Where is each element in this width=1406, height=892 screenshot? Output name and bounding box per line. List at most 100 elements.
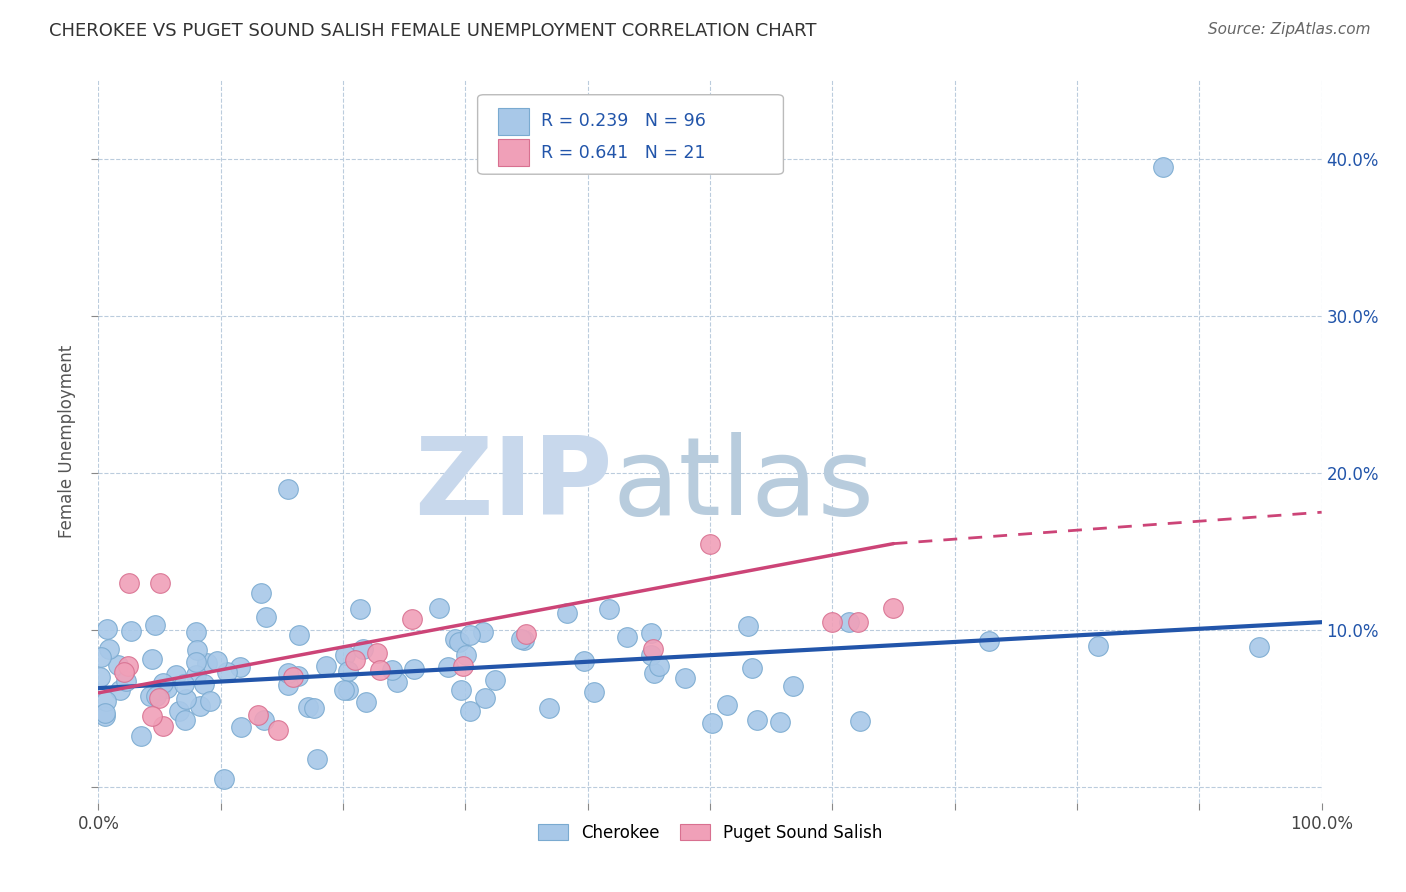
Point: [188, 698, 211, 713]
Point: [538, 701, 561, 715]
Text: CHEROKEE VS PUGET SOUND SALISH FEMALE UNEMPLOYMENT CORRELATION CHART: CHEROKEE VS PUGET SOUND SALISH FEMALE UN…: [49, 22, 817, 40]
Point: [716, 698, 738, 712]
Point: [572, 654, 595, 668]
Point: [583, 684, 606, 698]
Point: [747, 713, 769, 727]
Point: [186, 655, 208, 669]
Point: [427, 601, 450, 615]
Point: [643, 666, 665, 681]
Point: [97, 642, 120, 657]
Point: [1249, 640, 1271, 654]
Point: [454, 648, 477, 662]
Text: R = 0.641   N = 21: R = 0.641 N = 21: [541, 144, 706, 161]
Point: [336, 665, 359, 679]
Point: [307, 752, 329, 766]
Point: [184, 625, 207, 640]
Point: [598, 601, 620, 615]
Point: [173, 714, 195, 728]
Point: [167, 705, 190, 719]
Point: [138, 689, 160, 703]
Point: [381, 663, 404, 677]
Point: [229, 659, 252, 673]
Point: [404, 662, 426, 676]
Point: [288, 628, 311, 642]
Point: [700, 716, 723, 731]
Point: [977, 633, 1000, 648]
Point: [231, 720, 253, 734]
Point: [641, 641, 664, 656]
Point: [1152, 160, 1174, 174]
Point: [94, 706, 117, 721]
Point: [205, 654, 228, 668]
Text: Source: ZipAtlas.com: Source: ZipAtlas.com: [1208, 22, 1371, 37]
Point: [349, 602, 371, 616]
Point: [699, 536, 721, 550]
Point: [387, 674, 409, 689]
Point: [96, 694, 118, 708]
Point: [115, 674, 138, 689]
Point: [555, 606, 578, 620]
Point: [117, 659, 139, 673]
Point: [277, 678, 299, 692]
Point: [186, 643, 208, 657]
Point: [283, 670, 305, 684]
Point: [141, 652, 163, 666]
Point: [148, 690, 170, 705]
Point: [450, 682, 472, 697]
Text: atlas: atlas: [612, 432, 875, 538]
Point: [145, 690, 167, 704]
Point: [474, 691, 496, 706]
Point: [152, 719, 174, 733]
Point: [249, 585, 271, 599]
Point: [513, 633, 536, 648]
Point: [174, 692, 197, 706]
Point: [277, 665, 299, 680]
Point: [821, 615, 844, 630]
Point: [673, 671, 696, 685]
Legend: Cherokee, Puget Sound Salish: Cherokee, Puget Sound Salish: [531, 817, 889, 848]
Point: [90, 650, 112, 665]
Point: [266, 723, 288, 737]
Point: [458, 627, 481, 641]
Point: [336, 682, 359, 697]
Point: [848, 714, 870, 728]
Point: [173, 677, 195, 691]
Point: [89, 670, 111, 684]
Point: [451, 658, 474, 673]
Point: [149, 683, 172, 698]
Point: [449, 634, 471, 648]
Point: [354, 695, 377, 709]
FancyBboxPatch shape: [498, 139, 529, 166]
Point: [640, 648, 662, 662]
Point: [112, 665, 135, 679]
Point: [214, 772, 236, 787]
Point: [155, 681, 177, 695]
Point: [246, 707, 269, 722]
Point: [741, 661, 763, 675]
Point: [145, 618, 167, 632]
Point: [297, 699, 319, 714]
Point: [120, 624, 142, 638]
Point: [640, 626, 662, 640]
Point: [96, 622, 118, 636]
Point: [1087, 639, 1109, 653]
FancyBboxPatch shape: [478, 95, 783, 174]
Point: [401, 612, 423, 626]
Point: [141, 709, 163, 723]
Point: [769, 714, 792, 729]
Point: [198, 694, 221, 708]
Point: [782, 679, 804, 693]
Point: [616, 631, 638, 645]
Point: [184, 668, 207, 682]
Point: [110, 683, 132, 698]
Point: [472, 625, 495, 640]
Point: [304, 701, 326, 715]
Point: [287, 669, 309, 683]
Text: R = 0.239   N = 96: R = 0.239 N = 96: [541, 112, 706, 130]
Point: [118, 575, 141, 590]
Y-axis label: Female Unemployment: Female Unemployment: [58, 345, 76, 538]
Point: [193, 676, 215, 690]
Point: [152, 676, 174, 690]
Text: ZIP: ZIP: [413, 432, 612, 538]
Point: [515, 627, 537, 641]
